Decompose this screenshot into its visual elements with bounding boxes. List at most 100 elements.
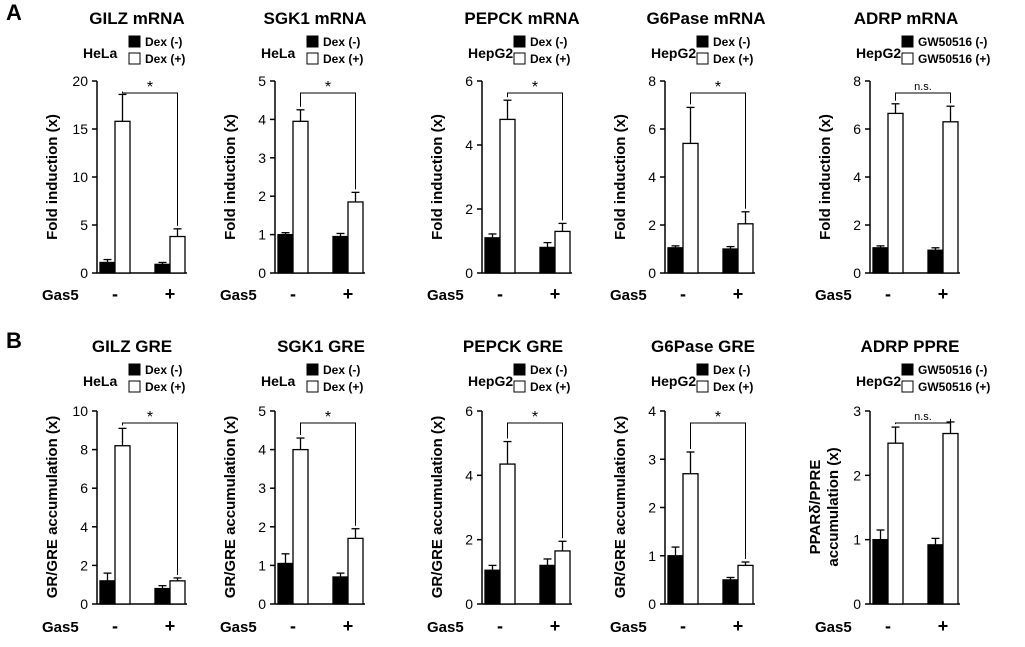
y-tick-label: 4 (258, 442, 266, 458)
legend-swatch-open (696, 380, 709, 393)
legend-label: Dex (+) (145, 380, 185, 394)
y-tick-label: 20 (72, 73, 88, 89)
y-tick-label: 4 (648, 403, 656, 419)
chart-7: PEPCK GRE HepG2 Dex (-) Dex (+) 0 2 4 6 GR/GRE a… (427, 337, 572, 636)
bar-open (169, 235, 186, 274)
bar-open (737, 564, 754, 605)
cell-line-label: HeLa (261, 45, 295, 61)
bar-filled (722, 579, 739, 605)
cell-line-label: HepG2 (651, 373, 696, 389)
bar-open (887, 112, 904, 274)
x-tick-label: - (680, 284, 686, 304)
chart-title: G6Pase mRNA (646, 9, 765, 28)
y-tick-label: 5 (258, 73, 266, 89)
bar-filled (539, 564, 556, 605)
y-tick-label: 2 (80, 557, 88, 573)
legend-swatch-open (128, 380, 141, 393)
x-tick-label: - (112, 616, 118, 636)
bar-filled (484, 237, 501, 274)
bar-filled (667, 555, 684, 605)
bar-filled (277, 233, 294, 274)
y-tick-label: 0 (648, 265, 656, 281)
chart-title: GILZ GRE (92, 337, 172, 356)
x-tick-label: - (680, 616, 686, 636)
legend-label: Dex (+) (713, 52, 753, 66)
legend-swatch-filled (128, 35, 141, 48)
x-axis-label: Gas5 (427, 619, 464, 636)
legend-label: Dex (-) (713, 35, 750, 49)
chart-title: SGK1 mRNA (264, 9, 367, 28)
significance-label: n.s. (914, 81, 932, 93)
y-tick-label: 6 (853, 121, 861, 137)
legend-swatch-filled (513, 35, 526, 48)
y-tick-label: 1 (258, 557, 266, 573)
y-tick-label: 6 (80, 480, 88, 496)
x-axis-label: Gas5 (610, 287, 647, 304)
bar-open (554, 230, 571, 274)
legend-label: Dex (+) (323, 380, 363, 394)
legend-swatch-filled (128, 363, 141, 376)
legend-swatch-open (513, 380, 526, 393)
legend-label: Dex (-) (145, 363, 182, 377)
y-axis-label-line2: accumulation (x) (825, 447, 842, 566)
y-tick-label: 2 (465, 532, 473, 548)
bar-filled (872, 247, 889, 274)
y-tick-label: 15 (72, 121, 88, 137)
y-tick-label: 10 (72, 403, 88, 419)
panel-letter-a: A (6, 0, 22, 25)
bar-open (682, 142, 699, 274)
y-tick-label: 2 (853, 217, 861, 233)
legend-swatch-open (901, 380, 914, 393)
chart-title: PEPCK GRE (463, 337, 563, 356)
legend-label: Dex (-) (145, 35, 182, 49)
legend-swatch-open (696, 52, 709, 65)
x-axis-label: Gas5 (610, 619, 647, 636)
y-tick-label: 8 (80, 442, 88, 458)
y-tick-label: 2 (648, 217, 656, 233)
bar-open (942, 121, 959, 274)
x-tick-label: + (343, 284, 354, 304)
y-tick-label: 6 (465, 403, 473, 419)
y-tick-label: 6 (465, 73, 473, 89)
x-tick-label: + (165, 616, 176, 636)
x-tick-label: - (290, 616, 296, 636)
y-axis-label: Fold induction (x) (612, 114, 629, 240)
legend-swatch-filled (513, 363, 526, 376)
y-tick-label: 0 (648, 596, 656, 612)
y-tick-label: 1 (258, 227, 266, 243)
bar-open (169, 580, 186, 605)
y-tick-label: 0 (465, 265, 473, 281)
y-tick-label: 3 (648, 451, 656, 467)
x-axis-label: Gas5 (815, 287, 852, 304)
bar-filled (99, 580, 116, 605)
y-tick-label: 10 (72, 169, 88, 185)
bar-open (347, 537, 364, 605)
y-axis-label: GR/GRE accumulation (x) (429, 416, 446, 599)
x-tick-label: + (938, 616, 949, 636)
bar-filled (99, 261, 116, 274)
legend-swatch-filled (306, 35, 319, 48)
y-tick-label: 2 (258, 519, 266, 535)
cell-line-label: HepG2 (468, 45, 513, 61)
bar-open (292, 120, 309, 274)
chart-3: G6Pase mRNA HepG2 Dex (-) Dex (+) 0 2 4 6 8 Fold … (610, 9, 766, 304)
y-tick-label: 4 (258, 111, 266, 127)
cell-line-label: HeLa (83, 45, 117, 61)
cell-line-label: HepG2 (856, 373, 901, 389)
x-tick-label: + (733, 616, 744, 636)
significance-bracket (507, 92, 563, 221)
y-tick-label: 4 (465, 467, 473, 483)
significance-bracket (300, 422, 356, 526)
significance-label: * (715, 409, 721, 426)
bar-filled (927, 544, 944, 605)
legend-swatch-filled (306, 363, 319, 376)
bar-filled (539, 246, 556, 274)
chart-title: G6Pase GRE (651, 337, 755, 356)
cell-line-label: HepG2 (651, 45, 696, 61)
x-tick-label: + (938, 284, 949, 304)
chart-title: SGK1 GRE (277, 337, 365, 356)
legend-swatch-filled (696, 363, 709, 376)
cell-line-label: HepG2 (856, 45, 901, 61)
significance-label: * (715, 79, 721, 96)
